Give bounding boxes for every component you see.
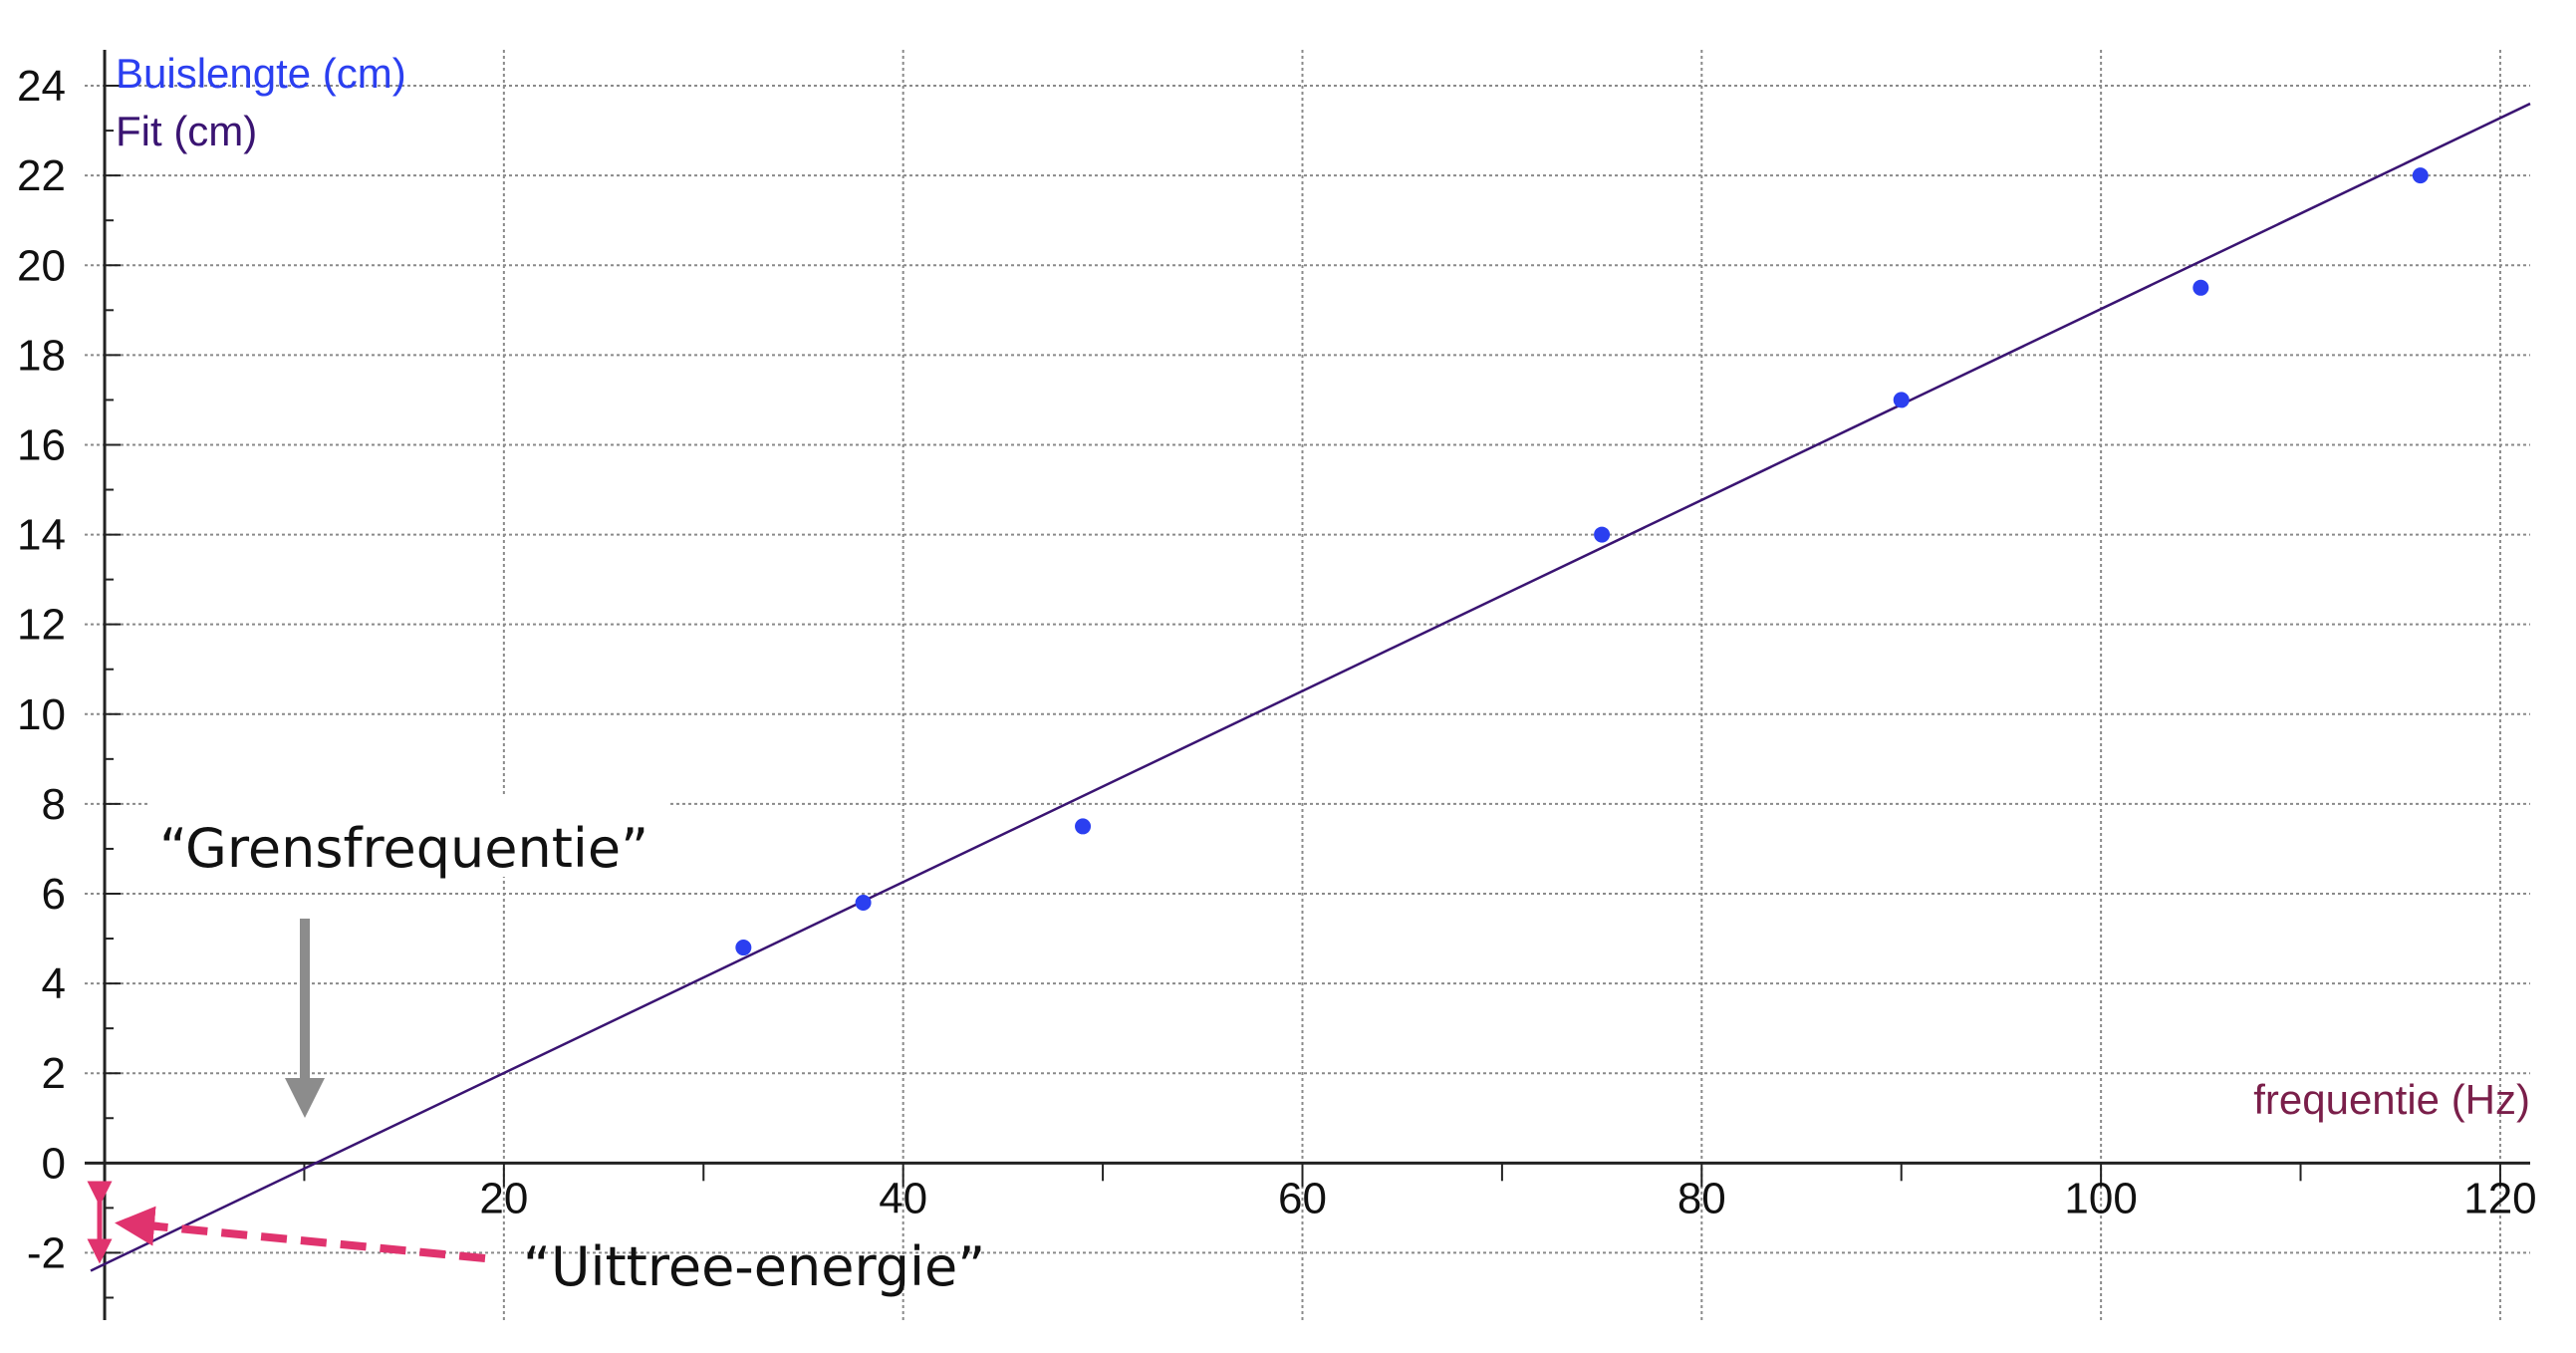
y-tick-label-6: 6	[42, 870, 66, 919]
data-series	[735, 167, 2429, 956]
annotation-uittree-energie: “Uittree-energie”	[87, 1181, 985, 1298]
y-tick-label-22: 22	[17, 151, 66, 200]
annotation-grensfrequentie-text: “Grensfrequentie”	[159, 817, 648, 880]
data-point-2	[1075, 818, 1092, 835]
y-tick-label-24: 24	[17, 62, 66, 111]
x-tick-label-80: 80	[1677, 1174, 1726, 1222]
x-tick-label-20: 20	[479, 1174, 528, 1222]
data-point-3	[1594, 526, 1611, 543]
x-tick-label-60: 60	[1278, 1174, 1327, 1222]
fit-series	[90, 102, 2531, 1272]
y-tick-label-18: 18	[17, 331, 66, 380]
data-point-6	[2412, 167, 2429, 184]
x-tick-label-100: 100	[2064, 1174, 2137, 1222]
data-point-4	[1893, 392, 1910, 408]
y-tick-label-12: 12	[17, 601, 66, 650]
uittree-energie-arrowhead	[115, 1206, 160, 1246]
y-tick-label-10: 10	[17, 690, 66, 739]
y-tick-label-8: 8	[42, 780, 66, 829]
uittree-energie-arrow	[146, 1221, 486, 1262]
x-axis-title: frequentie (Hz)	[2253, 1076, 2530, 1123]
legend: Buislengte (cm) Fit (cm)	[116, 50, 406, 154]
y-tick-label-14: 14	[17, 511, 66, 560]
annotation-uittree-energie-text: “Uittree-energie”	[523, 1235, 985, 1298]
legend-entry-fit: Fit (cm)	[116, 108, 257, 154]
x-tick-label-120: 120	[2463, 1174, 2536, 1222]
y-tick-label-20: 20	[17, 241, 66, 290]
y-tick-label-4: 4	[42, 959, 66, 1008]
data-point-5	[2192, 279, 2209, 296]
x-axis-ticks: 20 40 60 80 100 120	[479, 1174, 2536, 1222]
y-tick-label-0: 0	[42, 1139, 66, 1188]
data-point-0	[735, 940, 752, 956]
y-tick-label--2: -2	[27, 1228, 66, 1277]
axes	[85, 50, 2530, 1320]
y-tick-label-16: 16	[17, 420, 66, 469]
y-tick-label-2: 2	[42, 1049, 66, 1098]
grid	[85, 50, 2530, 1320]
data-point-1	[855, 895, 872, 912]
annotation-grensfrequentie: “Grensfrequentie”	[149, 797, 667, 1118]
fit-line	[90, 102, 2531, 1272]
x-tick-label-40: 40	[879, 1174, 927, 1222]
legend-entry-buislengte: Buislengte (cm)	[116, 50, 406, 97]
